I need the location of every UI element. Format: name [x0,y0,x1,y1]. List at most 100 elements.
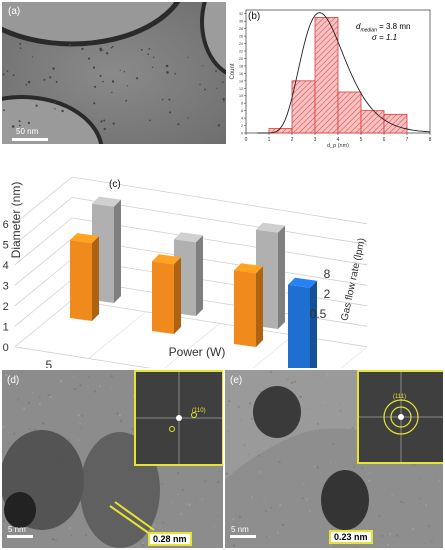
bar-10W-2lpm [234,263,263,347]
lattice-marker [109,505,151,535]
nanoparticle [321,470,369,530]
x-tick-label: 1 [268,137,271,143]
y-tick-label: 0 [241,132,243,136]
histogram-bar [291,80,316,134]
carbon-film-hole [2,95,104,144]
floor-line [14,299,73,348]
grid-line [71,238,368,286]
fit-curve [257,12,431,134]
z-tick-label: 8 [324,267,331,281]
floor-line [252,334,294,368]
histogram-bar [314,17,339,134]
grid-line [14,197,73,245]
floor-line [164,323,220,368]
y-tick-label: 12 [239,87,243,91]
y-tick-label: 4 [3,260,9,272]
grid-line [71,197,368,245]
panel-label-a: (a) [8,6,21,17]
y-tick-label: 20 [239,57,243,61]
floor-line [14,346,152,368]
y-tick-label: 6 [3,219,9,231]
carbon-film-hole [2,2,181,47]
y-tick-label: 24 [239,42,243,46]
scale-bar-label: 5 nm [231,525,249,534]
y-tick-label: 26 [239,35,243,39]
fft-index-label: (110) [192,408,206,414]
panel-a-tem-image: (a) 50 nm [2,2,226,144]
grid-line [71,217,368,266]
z-tick-label: 2 [324,287,331,301]
tem-a-texture [2,2,226,144]
x-tick-label: 8 [429,137,432,143]
y-axis-label: Count [230,63,236,79]
floor-line [340,346,368,368]
lattice-marker [114,501,155,531]
panel-label-d: (d) [7,375,20,386]
y-tick-label: 16 [239,72,243,76]
grid-line [71,176,368,225]
y-tick-label: 3 [3,280,9,292]
y-tick-label: 2 [241,124,243,128]
fft-pattern [136,372,222,464]
y-tick-label: 2 [3,301,9,313]
fft-inset: (110) [134,370,223,466]
carbon-film-hole [200,2,226,75]
scale-bar [230,535,256,538]
histogram-bar [360,110,385,134]
panel-label-e: (e) [230,375,243,386]
lattice-spacing-label: 0.23 nm [329,530,373,544]
x-tick-label: 7 [406,137,409,143]
fft-index-label: (111) [393,394,407,400]
x-axis-label: d_p (nm) [327,143,349,148]
x-tick-label: 5 [45,358,52,368]
nanoparticle-dots [2,42,225,131]
fft-pattern [359,372,443,462]
bar-5W-2lpm [70,233,99,321]
grid-line [14,217,73,266]
y-tick-label: 10 [239,94,243,98]
y-tick-label: 1 [3,321,9,333]
panel-b-histogram: 0 1 2 3 4 5 6 7 8 0 2 4 6 8 10 12 14 16 18 20 22 24 26 28 30 32 d_… [226,2,442,148]
grid-line [14,176,73,225]
y-tick-label: 5 [3,239,9,251]
floor-line [88,311,146,359]
y-tick-label: 0 [3,342,9,354]
y-axis-label: Diameter (nm) [9,182,23,259]
scale-bar-label: 5 nm [8,525,26,534]
panel-d-hrtem-image: (110) (d) 5 nm 0.28 nm [2,370,223,548]
x-tick-label: 5 [360,137,363,143]
scale-bar [12,138,48,141]
scale-bar-label: 50 nm [16,127,39,136]
x-tick-label: 3 [314,137,317,143]
grid-line [71,258,368,307]
x-tick-label: 6 [383,137,386,143]
y-tick-label: 28 [239,27,243,31]
histogram-chart: 0 1 2 3 4 5 6 7 802468101214161820222426283032d_… [230,9,432,148]
y-tick-label: 22 [239,50,243,54]
z-tick-label: 0.5 [310,307,327,321]
nanoparticle [253,386,301,438]
grid-line [71,279,368,327]
lattice-spacing-label: 0.28 nm [148,532,192,546]
histogram-bar [337,91,362,134]
x-tick-label: 4 [337,137,340,143]
grid-line [14,238,73,286]
bar-7W-2lpm [152,254,181,334]
sigma-annotation: σ = 1.1 [372,33,398,42]
y-tick-label: 6 [241,109,243,113]
y-tick-label: 14 [239,79,243,83]
y-tick-label: 32 [239,12,243,16]
x-axis-label: Power (W) [169,345,226,359]
grid-line [14,279,73,327]
fft-inset: (111) [357,370,443,464]
scale-bar [7,535,33,538]
panel-e-hrtem-image: (111) (e) 5 nm 0.23 nm [225,370,443,548]
bar-13W-0.5lpm [288,277,317,368]
y-tick-label: 18 [239,64,243,68]
z-axis-label: Gas flow rate (lpm) [339,237,367,322]
y-tick-label: 4 [241,117,243,121]
y-tick-label: 8 [241,102,243,106]
y-tick-label: 30 [239,20,243,24]
